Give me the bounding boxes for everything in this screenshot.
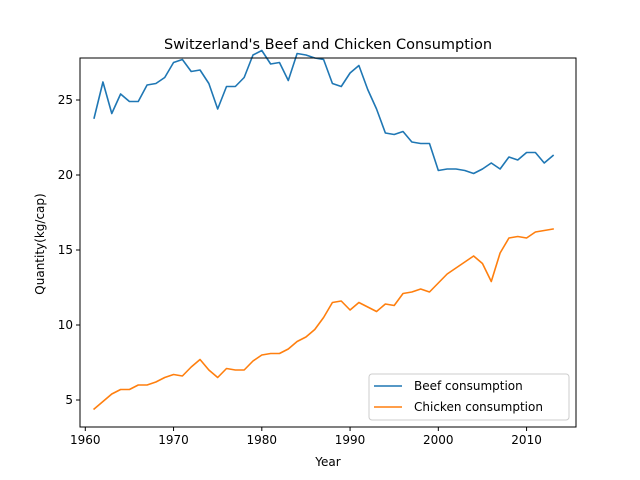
x-tick-label: 1980 xyxy=(247,433,278,447)
legend-box xyxy=(368,373,570,421)
series-line-chicken xyxy=(92,228,554,411)
x-tick-label: 1960 xyxy=(70,433,101,447)
x-tick-label: 2000 xyxy=(423,433,454,447)
y-axis-label: Quantity(kg/cap) xyxy=(33,193,47,294)
y-tick-label: 5 xyxy=(65,393,73,407)
chart-title: Switzerland's Beef and Chicken Consumpti… xyxy=(164,37,492,53)
x-tick-label: 1990 xyxy=(335,433,366,447)
x-tick-label: 1970 xyxy=(158,433,189,447)
y-tick-label: 20 xyxy=(58,168,73,182)
legend: Beef consumption Chicken consumption xyxy=(368,373,570,421)
x-tick-label: 2010 xyxy=(511,433,542,447)
legend-label-beef: Beef consumption xyxy=(414,379,523,393)
y-tick-label: 15 xyxy=(58,243,73,257)
y-tick-label: 10 xyxy=(58,318,73,332)
legend-label-chicken: Chicken consumption xyxy=(414,400,543,414)
series-line-beef xyxy=(93,49,555,175)
x-axis-label: Year xyxy=(314,455,340,469)
y-tick-label: 25 xyxy=(58,93,73,107)
plot-area: 1960 1970 1980 1990 2000 2010 5 10 15 20 25 xyxy=(58,49,577,447)
axes-frame xyxy=(79,57,577,428)
